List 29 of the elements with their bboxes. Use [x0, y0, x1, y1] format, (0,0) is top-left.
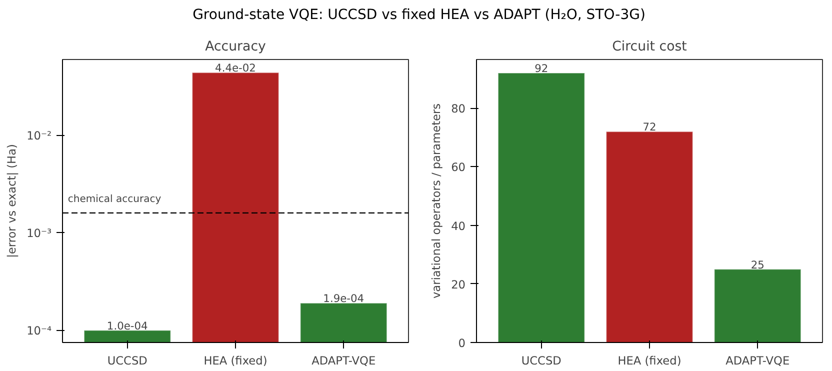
bar	[606, 131, 694, 342]
y-tick-label: 0	[458, 336, 466, 350]
data-label: 4.4e-02	[215, 62, 256, 75]
y-tick-label: 60	[451, 160, 466, 174]
ref-line-label: chemical accuracy	[68, 194, 162, 205]
data-label: 1.9e-04	[323, 292, 364, 306]
y-tick-label: 10⁻²	[26, 128, 52, 142]
y-tick-label: 20	[451, 277, 466, 292]
chart-title: Accuracy	[205, 40, 266, 54]
y-axis-title: variational operators / parameters	[429, 103, 444, 299]
y-tick-label: 40	[451, 218, 466, 233]
chart-title: Circuit cost	[612, 40, 687, 54]
y-axis-title: |error vs exact| (Ha)	[4, 144, 19, 258]
bar	[714, 268, 802, 342]
x-tick-label: HEA (fixed)	[204, 354, 268, 368]
x-tick-label: UCCSD	[521, 354, 562, 368]
text: Ground-state VQE: UCCSD vs fixed HEA vs ADAPT (H₂O, STO-3G)	[192, 6, 646, 25]
bar	[498, 72, 586, 342]
x-tick-label: UCCSD	[107, 354, 148, 368]
x-tick-label: ADAPT-VQE	[312, 354, 376, 368]
y-tick-label: 10⁻³	[26, 226, 52, 240]
y-tick-label: 80	[451, 102, 466, 116]
data-label: 92	[534, 62, 548, 75]
x-tick-label: HEA (fixed)	[618, 354, 682, 368]
data-label: 1.0e-04	[106, 319, 148, 332]
data-label: 25	[750, 258, 764, 272]
y-tick-label: 10⁻⁴	[26, 323, 52, 338]
x-tick-label: ADAPT-VQE	[726, 354, 790, 368]
data-label: 72	[642, 120, 656, 134]
